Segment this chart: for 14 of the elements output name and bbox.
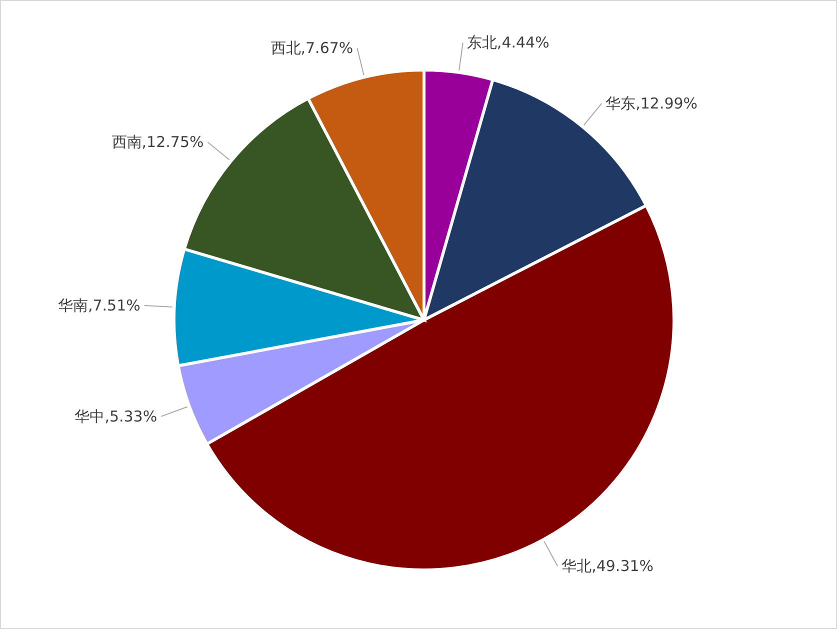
data-label: ,7.51% xyxy=(88,296,140,314)
slice-label: 华北 xyxy=(562,557,592,576)
data-label: ,5.33% xyxy=(104,407,158,426)
data-label: ,4.44% xyxy=(496,34,550,52)
slice-label: 华东 xyxy=(606,94,636,113)
slice-label: 华中 xyxy=(74,407,105,426)
data-label: ,12.99% xyxy=(636,94,698,113)
data-label: ,7.67% xyxy=(300,39,354,58)
data-label: ,12.75% xyxy=(142,133,204,152)
slice-label: 华南 xyxy=(58,296,88,314)
data-label: ,49.31% xyxy=(592,557,654,576)
slice-label: 西南 xyxy=(112,133,142,152)
slice-label: 西北 xyxy=(270,39,301,58)
slice-label: 东北 xyxy=(466,34,497,52)
